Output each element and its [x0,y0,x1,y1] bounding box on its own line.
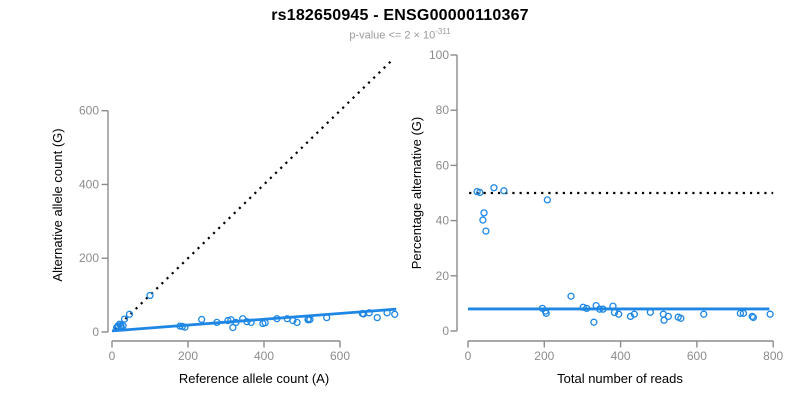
data-point [125,310,134,318]
data-point [579,303,587,311]
data-point [609,302,617,310]
data-point [479,216,487,224]
data-point [224,316,232,325]
x-axis-tick-label: 200 [534,349,554,363]
data-point [261,319,269,327]
right-y-axis-title: Percentage alternative (G) [409,117,424,269]
data-point [646,308,654,316]
y-axis-tick-label: 40 [436,214,450,228]
data-point [736,309,745,317]
data-point [610,308,619,317]
data-point [543,196,551,204]
data-point [198,315,206,324]
y-axis-tick-label: 60 [436,158,450,172]
figure-subtitle: p-value <= 2 × 10-311 [0,27,800,42]
data-point [229,323,237,332]
x-axis-tick-label: 800 [763,349,783,363]
data-point [289,316,297,325]
data-point [595,305,604,313]
identity-line [114,60,393,330]
data-point [146,291,154,300]
data-point [365,309,373,317]
data-point [213,318,221,327]
data-point [120,315,129,323]
data-point [626,312,635,321]
data-point [323,313,331,322]
left-x-axis-title: Reference allele count (A) [179,371,329,386]
fit-line [111,307,397,333]
data-point [273,315,281,323]
y-axis-tick-label: 80 [436,103,450,117]
y-axis-tick-label: 600 [79,104,99,118]
pvalue-text: p-value <= 2 × 10 [349,29,436,42]
data-point [567,292,575,300]
data-point [482,227,490,235]
data-point [243,318,251,326]
left-y-axis-title: Alternative allele count (G) [50,128,65,281]
figure-title: rs182650945 - ENSG00000110367 [271,7,529,24]
data-point [490,184,498,192]
data-point [306,315,314,324]
data-point [590,318,598,326]
data-point [383,309,391,317]
data-point [766,310,774,318]
data-point [480,209,488,217]
x-axis-tick-label: 0 [109,349,116,363]
data-point [599,305,607,313]
data-point [739,309,748,317]
data-point [391,310,399,318]
y-axis-tick-label: 400 [79,177,99,191]
data-point [664,312,672,321]
y-axis-tick-label: 200 [79,251,99,265]
y-axis-tick-label: 100 [429,48,449,62]
data-point [500,187,508,195]
data-point [660,316,668,324]
y-axis-tick-label: 0 [442,324,449,338]
x-axis-tick-label: 400 [254,349,274,363]
data-point [247,318,255,327]
data-point [749,313,757,322]
x-axis-tick-label: 0 [465,349,472,363]
data-point [293,318,301,327]
data-point [582,304,591,313]
data-point [615,310,623,318]
right-panel-percentage: 0 20 40 60 80 100 0 200 400 600 800 [429,48,784,363]
data-point [181,323,189,331]
data-point [114,322,122,330]
y-axis-tick-label: 0 [92,325,99,339]
y-axis-tick-label: 20 [436,269,450,283]
x-axis-tick-label: 400 [611,349,631,363]
data-point [476,188,484,197]
data-point [677,314,685,322]
pvalue-exponent: -311 [435,27,451,36]
left-panel-allele-counts: 0 200 400 600 0 200 400 600 [79,60,399,363]
data-point [119,322,127,330]
right-x-axis-title: Total number of reads [557,371,683,386]
data-point [542,309,550,317]
data-point [232,318,240,327]
data-point [748,312,756,321]
x-axis-tick-label: 600 [330,349,350,363]
data-point [630,310,638,318]
x-axis-tick-label: 200 [178,349,198,363]
data-point [700,310,708,318]
x-axis-tick-label: 600 [687,349,707,363]
data-point [373,313,381,322]
